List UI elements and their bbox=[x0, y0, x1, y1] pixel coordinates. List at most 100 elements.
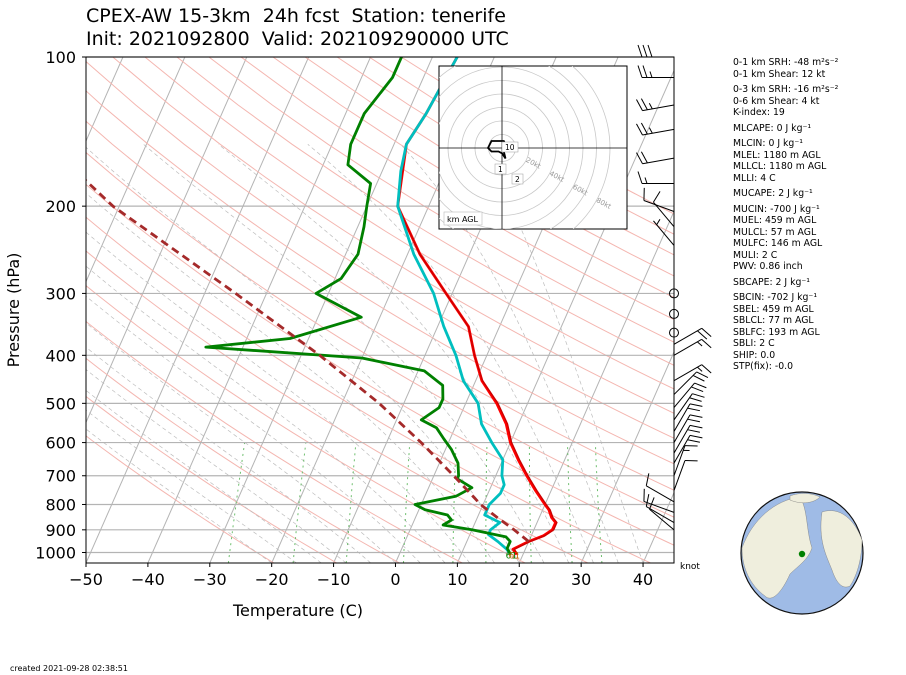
barb-flag bbox=[636, 152, 643, 164]
wind-barb bbox=[673, 382, 707, 408]
dry-adiabat-line bbox=[86, 320, 463, 563]
wind-barb bbox=[673, 371, 709, 395]
barb-shaft bbox=[673, 435, 691, 464]
index-line: MUCIN: -700 J kg⁻¹ bbox=[733, 203, 820, 215]
parcel-start-label: 61 bbox=[506, 552, 517, 562]
barb-shaft bbox=[646, 506, 675, 523]
index-line: MULCL: 57 m AGL bbox=[733, 226, 817, 238]
mixing-ratio-line bbox=[567, 442, 573, 563]
barb-flag bbox=[645, 494, 650, 507]
mixing-ratio-line bbox=[403, 442, 411, 563]
index-line: SBCAPE: 2 J kg⁻¹ bbox=[733, 276, 811, 288]
barb-flag bbox=[653, 191, 661, 203]
dry-adiabat-line bbox=[208, 57, 674, 343]
barb-shaft bbox=[673, 364, 702, 382]
sounding-indices: 0-1 km SRH: -48 m²s⁻² 0-1 km Shear: 12 kt… bbox=[733, 57, 838, 373]
wind-units-label: knot bbox=[680, 562, 700, 572]
barb-shaft bbox=[653, 201, 675, 227]
index-line: SBCIN: -702 J kg⁻¹ bbox=[733, 292, 818, 303]
x-tick-label: 30 bbox=[571, 570, 591, 589]
x-tick-label: −10 bbox=[317, 570, 351, 589]
barb-flag bbox=[687, 407, 700, 412]
wind-barb bbox=[673, 414, 703, 443]
index-line: MLCAPE: 0 J kg⁻¹ bbox=[733, 122, 812, 134]
x-axis-label: Temperature (C) bbox=[232, 601, 363, 620]
barb-shaft bbox=[643, 200, 675, 212]
index-line: MUCAPE: 2 J kg⁻¹ bbox=[733, 188, 813, 199]
mixing-ratio-line bbox=[485, 442, 488, 563]
barb-flag bbox=[701, 338, 712, 349]
wind-barb bbox=[636, 98, 675, 112]
dry-adiabat-line bbox=[86, 357, 400, 563]
index-line: MULFC: 146 m AGL bbox=[733, 238, 823, 249]
pressure-gridlines bbox=[86, 56, 674, 554]
wind-barb bbox=[673, 393, 705, 421]
wind-barb bbox=[637, 65, 674, 79]
barb-flag bbox=[689, 403, 703, 407]
moist-adiabat-line bbox=[86, 409, 297, 563]
wind-barb bbox=[673, 460, 698, 491]
barb-flag bbox=[649, 497, 655, 510]
x-tick-label: −20 bbox=[255, 570, 289, 589]
dewpoint-line bbox=[204, 57, 512, 556]
barb-flag bbox=[637, 171, 643, 184]
barb-half-flag bbox=[697, 366, 703, 372]
barb-flag bbox=[640, 151, 648, 164]
chart-title-line-1: CPEX-AW 15-3km 24h fcst Station: tenerif… bbox=[86, 5, 506, 27]
hodograph-height-label: 10 bbox=[505, 143, 515, 152]
mixing-ratio-line bbox=[528, 442, 532, 563]
dry-adiabat-line bbox=[272, 57, 674, 299]
index-line: 0-3 km SRH: -16 m²s⁻² bbox=[733, 84, 839, 95]
wind-barb bbox=[653, 219, 675, 246]
station-marker bbox=[798, 550, 806, 558]
index-line: MLCIN: 0 J kg⁻¹ bbox=[733, 138, 803, 149]
y-tick-label: 900 bbox=[45, 521, 76, 540]
barb-shaft bbox=[653, 220, 675, 246]
dry-adiabat-line bbox=[86, 250, 589, 563]
barb-half-flag bbox=[648, 127, 653, 134]
hodograph-height-box bbox=[494, 163, 507, 175]
x-tick-label: −40 bbox=[131, 570, 165, 589]
dry-adiabat-line bbox=[304, 57, 674, 277]
barb-flag bbox=[689, 414, 703, 418]
y-axis-label: Pressure (hPa) bbox=[4, 253, 23, 368]
isotherm-line bbox=[86, 57, 310, 563]
dry-adiabat-line bbox=[86, 216, 651, 563]
x-tick-label: 10 bbox=[447, 570, 467, 589]
index-line: SBLCL: 77 m AGL bbox=[733, 315, 814, 326]
isotherm-line bbox=[456, 69, 674, 563]
y-tick-label: 800 bbox=[45, 495, 76, 514]
index-line: MLLI: 4 C bbox=[733, 172, 776, 184]
wind-barb bbox=[636, 122, 675, 136]
barb-flag bbox=[642, 65, 648, 78]
barb-shaft bbox=[649, 508, 675, 531]
x-tick-label: −30 bbox=[193, 570, 227, 589]
dry-adiabat-line bbox=[86, 60, 674, 439]
plot-frame bbox=[85, 56, 675, 564]
x-tick-label: 40 bbox=[633, 570, 653, 589]
barb-shaft bbox=[643, 500, 675, 513]
barb-flag bbox=[645, 473, 650, 486]
barb-flag bbox=[689, 434, 703, 439]
barb-flag bbox=[640, 122, 648, 135]
barb-flag bbox=[701, 327, 712, 338]
mixing-ratio-line bbox=[594, 442, 603, 563]
barb-flag bbox=[697, 330, 708, 340]
y-tick-label: 500 bbox=[45, 394, 76, 413]
index-line: SBLI: 2 C bbox=[733, 338, 775, 349]
wet_bulb-line bbox=[396, 57, 512, 556]
wind-barb bbox=[673, 403, 703, 432]
barb-flag bbox=[640, 98, 648, 110]
x-tick-label: −50 bbox=[69, 570, 103, 589]
wind-barb bbox=[643, 488, 675, 513]
created-timestamp: created 2021-09-28 02:38:51 bbox=[10, 664, 128, 673]
wind-barb bbox=[636, 151, 675, 165]
barb-flag bbox=[637, 44, 643, 58]
barb-flag bbox=[689, 424, 703, 429]
y-tick-label: 200 bbox=[45, 197, 76, 216]
wind-barb bbox=[645, 473, 675, 503]
dry-adiabat-line bbox=[112, 57, 674, 414]
